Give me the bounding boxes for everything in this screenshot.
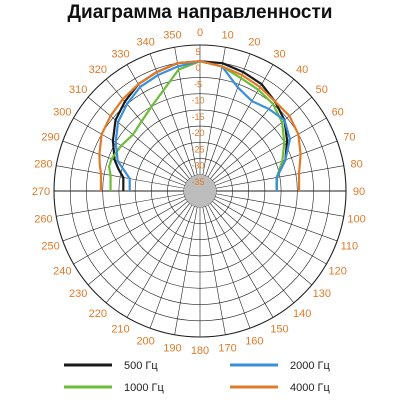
- radial-gridline-240: [73, 190, 201, 265]
- series-lines: [98, 60, 302, 191]
- angle-tick-label: 330: [111, 48, 129, 60]
- angle-tick-label: 350: [163, 29, 181, 41]
- legend: 500 Гц 2000 Гц 1000 Гц 4000 Гц: [64, 360, 330, 394]
- radial-gridline-190: [174, 190, 201, 335]
- angle-tick-label: 340: [136, 37, 154, 49]
- angle-tick-label: 200: [136, 335, 154, 347]
- radial-tick-label: -20: [191, 128, 204, 138]
- angle-tick-label: 80: [350, 158, 362, 170]
- radial-tick-label: 5: [195, 47, 200, 57]
- angle-tick-labels: 0 102030405060708090100110120130140150160…: [32, 27, 366, 357]
- angle-tick-label: 60: [332, 107, 344, 119]
- radial-gridline-10: [199, 47, 226, 192]
- series-line-2: [108, 60, 286, 191]
- radial-gridline-230: [87, 190, 201, 286]
- angle-tick-label: 40: [296, 64, 308, 76]
- radial-gridline-250: [62, 190, 201, 242]
- radial-tick-label: -10: [191, 96, 204, 106]
- radial-tick-label: -5: [194, 79, 202, 89]
- legend-label: 2000 Гц: [290, 360, 330, 372]
- radial-gridline-260: [56, 190, 201, 217]
- radial-gridline-20: [199, 53, 251, 192]
- angle-tick-label: 220: [89, 308, 107, 320]
- angle-tick-label: 150: [270, 324, 288, 336]
- radial-tick-label: -25: [191, 144, 204, 154]
- radial-gridline-60: [199, 117, 327, 192]
- radial-gridline-50: [199, 96, 313, 192]
- center-disc-fill: [183, 174, 217, 208]
- angle-tick-label: 250: [41, 240, 59, 252]
- angle-tick-label: 130: [313, 288, 331, 300]
- series-line-4: [98, 60, 302, 191]
- radial-gridline-100: [199, 190, 344, 217]
- angle-tick-label: 30: [273, 48, 285, 60]
- angle-tick-label: 170: [218, 343, 236, 355]
- angle-tick-label: 110: [341, 240, 359, 252]
- angle-tick-label: 120: [329, 266, 347, 278]
- angle-tick-label: 70: [343, 132, 355, 144]
- radial-gridline-80: [199, 165, 344, 192]
- angle-tick-label: 160: [245, 335, 263, 347]
- angle-tick-label: 0: [197, 27, 203, 39]
- radial-gridline-140: [199, 190, 295, 304]
- angle-tick-label: 50: [316, 84, 328, 96]
- angle-tick-label: 90: [353, 186, 365, 198]
- angle-tick-label: 270: [32, 186, 50, 198]
- center-disc: [183, 174, 217, 208]
- radial-gridline-220: [105, 190, 201, 304]
- radial-gridline-210: [126, 190, 201, 318]
- radial-gridline-150: [199, 190, 274, 318]
- radial-gridline-30: [199, 64, 274, 192]
- radial-gridline-320: [105, 78, 201, 192]
- legend-label: 4000 Гц: [290, 382, 330, 394]
- radial-gridline-310: [87, 96, 201, 192]
- radial-gridline-40: [199, 78, 295, 192]
- radial-gridline-280: [56, 165, 201, 192]
- angle-tick-label: 290: [41, 132, 59, 144]
- angle-tick-label: 100: [347, 214, 365, 226]
- radial-gridline-350: [174, 47, 201, 192]
- radial-tick-labels: 5 0 -5 -10 -15 -20 -25 -30 -35: [191, 47, 204, 187]
- angle-tick-label: 260: [34, 214, 52, 226]
- radial-gridline-300: [73, 117, 201, 192]
- polar-grid: [53, 44, 347, 338]
- legend-label: 500 Гц: [124, 360, 158, 372]
- radial-gridline-290: [62, 140, 201, 192]
- radial-tick-label: -15: [191, 112, 204, 122]
- angle-tick-label: 140: [293, 308, 311, 320]
- chart-title: Диаграмма направленности: [67, 2, 333, 23]
- radial-gridline-160: [199, 190, 251, 329]
- radial-gridline-330: [126, 64, 201, 192]
- angle-tick-label: 280: [34, 158, 52, 170]
- radial-gridline-110: [199, 190, 338, 242]
- angle-tick-label: 230: [69, 288, 87, 300]
- radial-gridline-120: [199, 190, 327, 265]
- radial-gridline-130: [199, 190, 313, 286]
- angle-tick-label: 210: [111, 324, 129, 336]
- angle-tick-label: 180: [191, 345, 209, 357]
- radial-gridline-170: [199, 190, 226, 335]
- angle-tick-label: 300: [53, 107, 71, 119]
- radial-gridline-70: [199, 140, 338, 192]
- angle-tick-label: 240: [53, 266, 71, 278]
- legend-label: 1000 Гц: [124, 382, 164, 394]
- angle-tick-label: 190: [163, 343, 181, 355]
- angle-tick-label: 310: [69, 84, 87, 96]
- radial-gridline-200: [149, 190, 201, 329]
- angle-tick-label: 320: [89, 64, 107, 76]
- radial-tick-label: -30: [191, 161, 204, 171]
- radial-gridline-340: [149, 53, 201, 192]
- radial-tick-label: 0: [195, 63, 200, 73]
- angle-tick-label: 20: [248, 37, 260, 49]
- radial-tick-label: -35: [191, 177, 204, 187]
- angle-tick-label: 10: [221, 29, 233, 41]
